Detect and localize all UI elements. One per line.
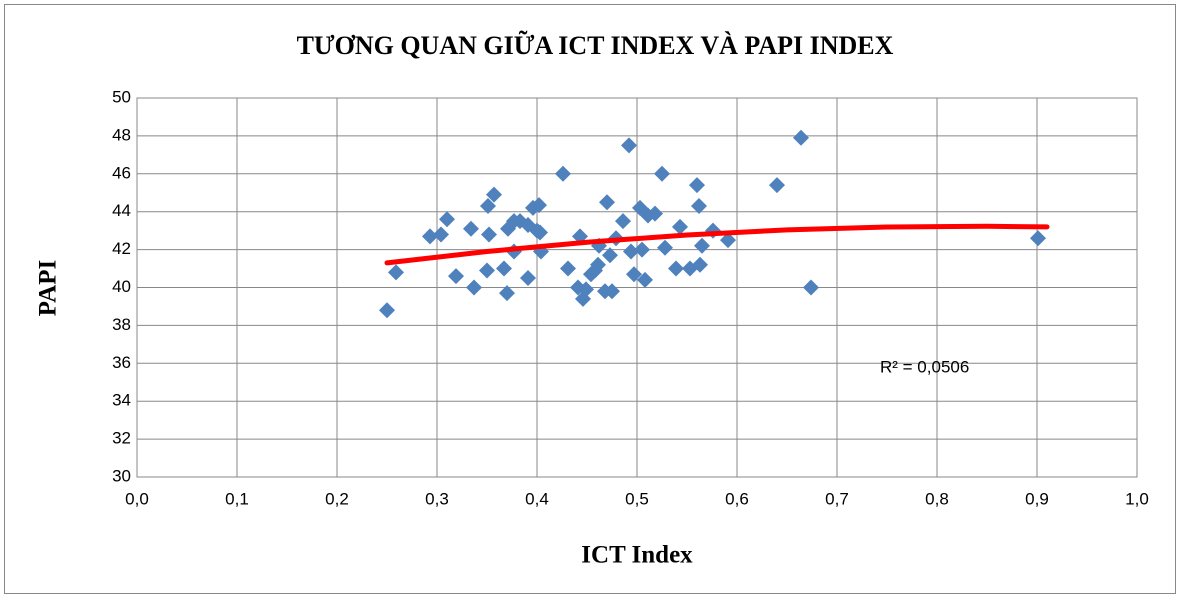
point [463, 220, 479, 237]
point [532, 224, 548, 241]
plot-border [136, 97, 1138, 478]
point [555, 165, 571, 182]
point [602, 247, 618, 264]
point [615, 213, 631, 230]
point [439, 211, 455, 228]
point [1030, 230, 1046, 247]
x-tick-label: 0,7 [825, 489, 849, 508]
point [499, 285, 515, 302]
point [692, 256, 708, 273]
x-tick-label: 0,6 [725, 489, 749, 508]
y-tick-label: 40 [112, 277, 131, 296]
x-tick-label: 0,9 [1025, 489, 1049, 508]
point [379, 302, 395, 319]
y-tick-label: 30 [112, 466, 131, 485]
point [590, 256, 606, 273]
point [623, 243, 639, 260]
point [637, 271, 653, 288]
point [599, 194, 615, 211]
point [388, 264, 404, 281]
y-tick-label: 32 [112, 429, 131, 448]
y-tick-label: 48 [112, 125, 131, 144]
point [520, 270, 536, 287]
chart-title: TƯƠNG QUAN GIỮA ICT INDEX VÀ PAPI INDEX [297, 31, 894, 60]
point [422, 228, 438, 245]
x-axis-label: ICT Index [581, 542, 693, 569]
point [479, 262, 495, 279]
x-tick-label: 0,1 [225, 489, 249, 508]
x-tick-label: 0,2 [325, 489, 349, 508]
x-tick-label: 0,0 [125, 489, 149, 508]
y-tick-label: 36 [112, 353, 131, 372]
point [769, 177, 785, 194]
point [634, 241, 650, 258]
point [604, 283, 620, 300]
x-tick-label: 0,8 [925, 489, 949, 508]
point [621, 137, 637, 154]
point [626, 266, 642, 283]
y-tick-label: 34 [112, 391, 131, 410]
point [793, 129, 809, 146]
x-tick-label: 0,5 [625, 489, 649, 508]
point [720, 232, 736, 249]
point [668, 260, 684, 277]
point [560, 260, 576, 277]
y-tick-label: 44 [112, 201, 131, 220]
y-axis-label: PAPI [35, 260, 62, 316]
point [481, 226, 497, 243]
point [694, 237, 710, 254]
annotation: R² = 0,0506 [880, 357, 969, 376]
x-tick-label: 0,4 [525, 489, 549, 508]
y-tick-label: 38 [112, 315, 131, 334]
point [496, 260, 512, 277]
y-tick-label: 50 [112, 87, 131, 106]
point [486, 186, 502, 203]
point [647, 205, 663, 222]
point [654, 165, 670, 182]
trendline [384, 223, 1050, 266]
point [672, 218, 688, 235]
point [466, 279, 482, 296]
point [657, 239, 673, 256]
point [803, 279, 819, 296]
x-tick-label: 0,3 [425, 489, 449, 508]
point [433, 226, 449, 243]
point [691, 198, 707, 215]
point [480, 198, 496, 215]
y-tick-label: 46 [112, 163, 131, 182]
point [448, 268, 464, 285]
point [531, 197, 547, 214]
point [578, 281, 594, 298]
point [689, 177, 705, 194]
x-tick-label: 1,0 [1125, 489, 1149, 508]
y-tick-label: 42 [112, 239, 131, 258]
